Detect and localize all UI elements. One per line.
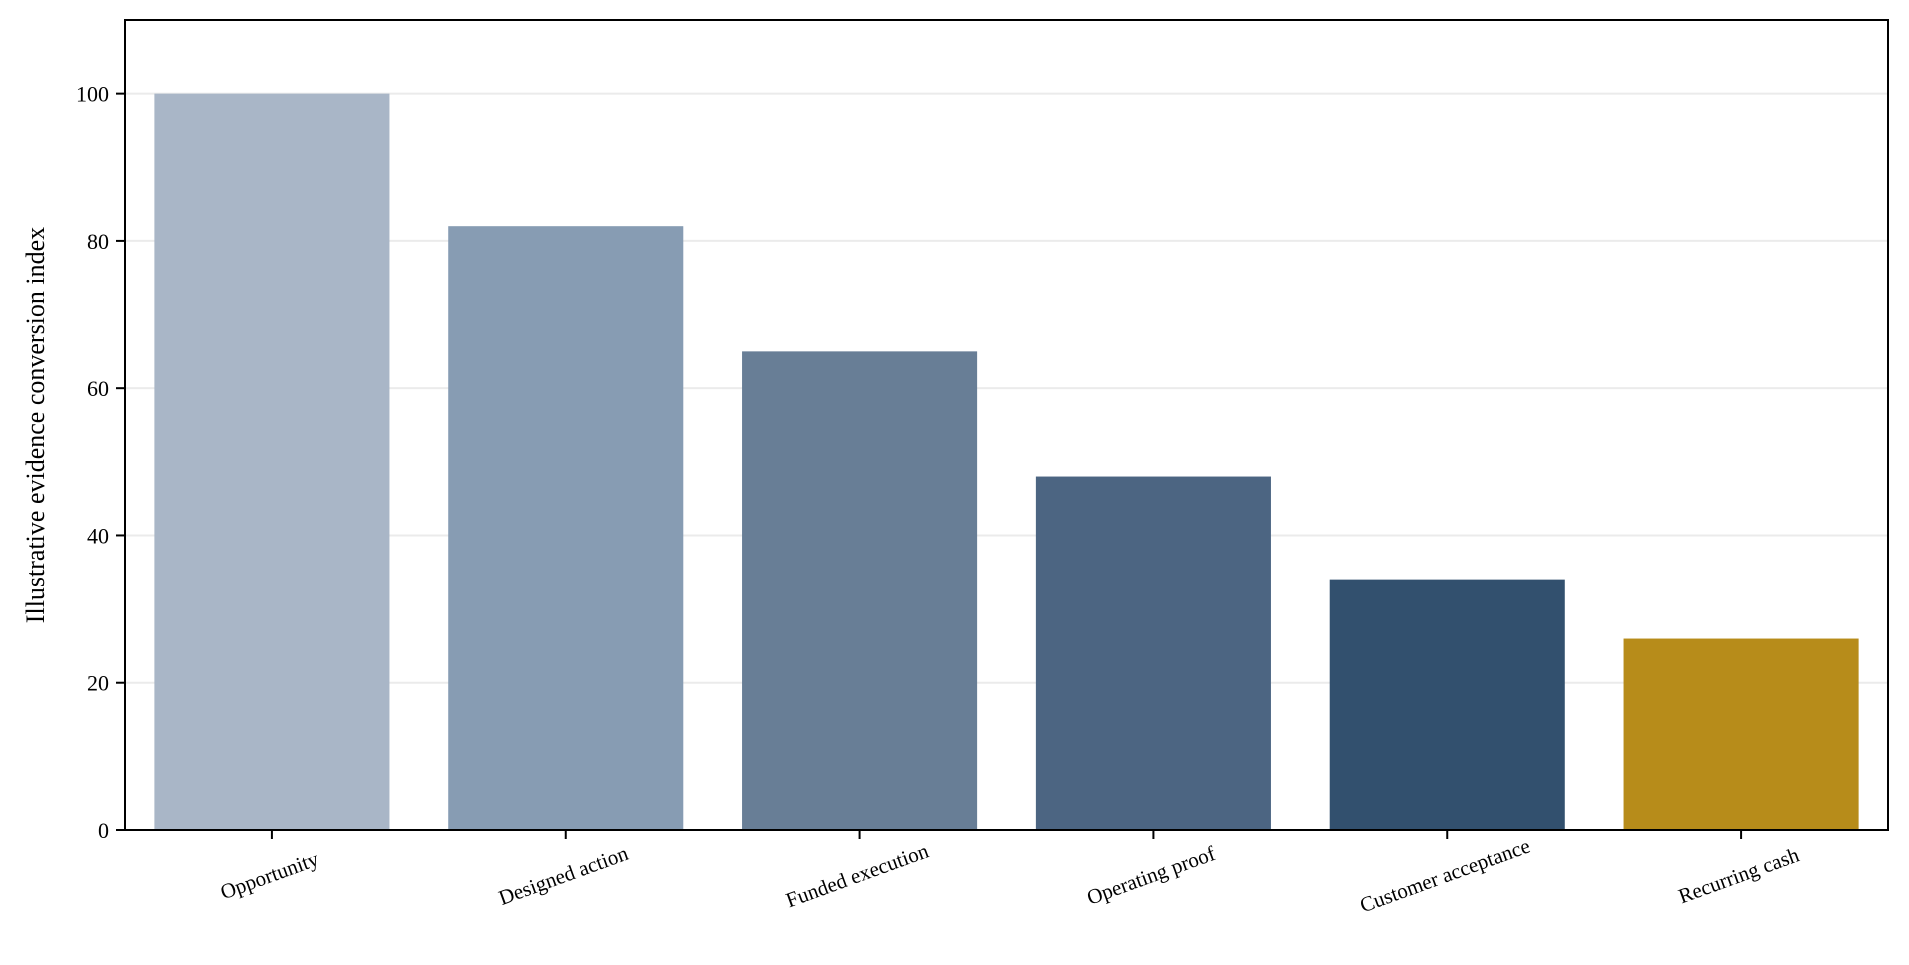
y-tick-label: 60 <box>87 376 109 401</box>
y-tick-label: 20 <box>87 671 109 696</box>
bar-recurring-cash <box>1623 638 1859 830</box>
axes-frame <box>124 19 1889 831</box>
y-tick-label: 80 <box>87 229 109 254</box>
x-tick-label: Designed action <box>495 841 631 910</box>
bar-opportunity <box>154 93 390 831</box>
y-tick-label: 40 <box>87 523 109 548</box>
plot-frame <box>124 19 1889 831</box>
x-tick-label: Funded execution <box>783 838 933 912</box>
y-tick-label: 100 <box>76 82 109 107</box>
x-tick-label: Customer acceptance <box>1357 834 1533 918</box>
x-tick-label: Recurring cash <box>1675 842 1803 908</box>
bar-funded-execution <box>742 351 978 830</box>
x-tick-label: Operating proof <box>1084 841 1219 910</box>
x-tick-label: Opportunity <box>217 846 322 904</box>
x-axis: Opportunity Designed action Funded executi… <box>217 830 1803 917</box>
bar-designed-action <box>448 226 684 830</box>
y-tick-label: 0 <box>98 818 109 843</box>
bar-customer-acceptance <box>1329 579 1565 830</box>
bars <box>154 93 1859 831</box>
y-axis-label: Illustrative evidence conversion index <box>21 227 50 623</box>
y-axis: 0 20 40 60 80 100 <box>76 82 125 843</box>
bar-operating-proof <box>1035 476 1271 830</box>
gridlines <box>125 92 1888 684</box>
